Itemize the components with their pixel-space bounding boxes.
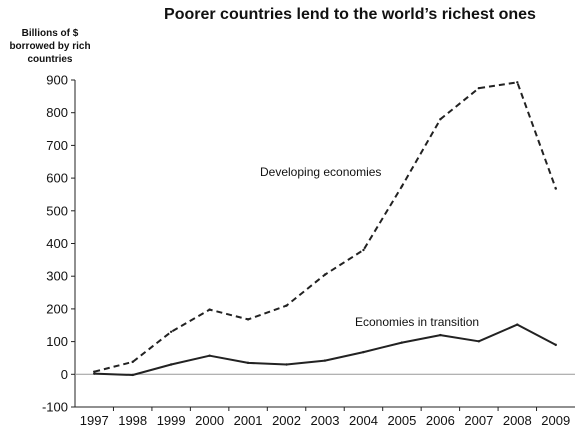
- data-point: [439, 118, 442, 121]
- y-axis-label: Billions of $ borrowed by rich countries: [9, 28, 91, 65]
- x-tick-label: 2007: [464, 413, 493, 428]
- data-point: [362, 248, 365, 252]
- y-tick-label: 0: [61, 367, 68, 382]
- data-point: [285, 304, 288, 307]
- data-point: [169, 363, 173, 366]
- data-point: [169, 330, 173, 333]
- data-point: [554, 343, 557, 347]
- chart-title: Poorer countries lend to the world’s ric…: [164, 6, 536, 23]
- data-point: [439, 333, 442, 337]
- x-tick-label: 2000: [195, 413, 224, 428]
- data-point: [93, 370, 96, 373]
- x-tick-label: 2003: [311, 413, 340, 428]
- y-tick-label: 600: [46, 171, 68, 186]
- data-point: [131, 373, 134, 377]
- data-point: [516, 81, 519, 84]
- series-line-1: [94, 323, 557, 376]
- x-tick-label: 2008: [503, 413, 532, 428]
- x-tick-label: 2005: [387, 413, 416, 428]
- y-tick-label: 400: [46, 236, 68, 251]
- x-tick-label: 2004: [349, 413, 378, 428]
- axes: [74, 80, 575, 408]
- series-lines: [93, 81, 557, 377]
- data-point: [400, 341, 404, 344]
- y-tick-label: 900: [46, 73, 68, 88]
- data-point: [208, 354, 211, 357]
- y-tick-label: 500: [46, 203, 68, 218]
- y-tick-label: 100: [46, 334, 68, 349]
- data-point: [362, 350, 365, 354]
- series-line-0: [93, 81, 557, 373]
- x-ticks: 1997 1998 1999 2000 2001 2002 2003 2004 2005 2006…: [80, 407, 570, 428]
- y-ticks: -100 0 100 200 300 400 500 600 700 800 900: [42, 73, 75, 415]
- data-point: [246, 361, 250, 365]
- series-label: Economies in transition: [355, 315, 479, 329]
- x-tick-label: 1998: [118, 413, 147, 428]
- y-tick-label: 800: [46, 105, 68, 120]
- data-point: [477, 340, 481, 343]
- x-tick-label: 2006: [426, 413, 455, 428]
- data-point: [516, 323, 519, 326]
- y-tick-label: 300: [46, 269, 68, 284]
- y-tick-label: -100: [42, 400, 68, 415]
- x-tick-label: 1999: [157, 413, 186, 428]
- x-tick-label: 1997: [80, 413, 109, 428]
- data-point: [131, 360, 134, 364]
- data-point: [208, 308, 211, 311]
- x-tick-label: 2002: [272, 413, 301, 428]
- y-tick-label: 200: [46, 301, 68, 316]
- series-label: Developing economies: [260, 165, 381, 179]
- data-point: [477, 86, 481, 90]
- y-tick-label: 700: [46, 138, 68, 153]
- data-point: [93, 372, 96, 375]
- data-point: [323, 273, 327, 276]
- series-labels: Developing economies Economies in transit…: [260, 165, 479, 329]
- data-point: [285, 363, 288, 366]
- x-tick-label: 2009: [541, 413, 570, 428]
- x-tick-label: 2001: [234, 413, 263, 428]
- data-point: [323, 359, 327, 362]
- data-point: [246, 318, 250, 321]
- data-point: [554, 187, 557, 190]
- data-point: [400, 185, 404, 188]
